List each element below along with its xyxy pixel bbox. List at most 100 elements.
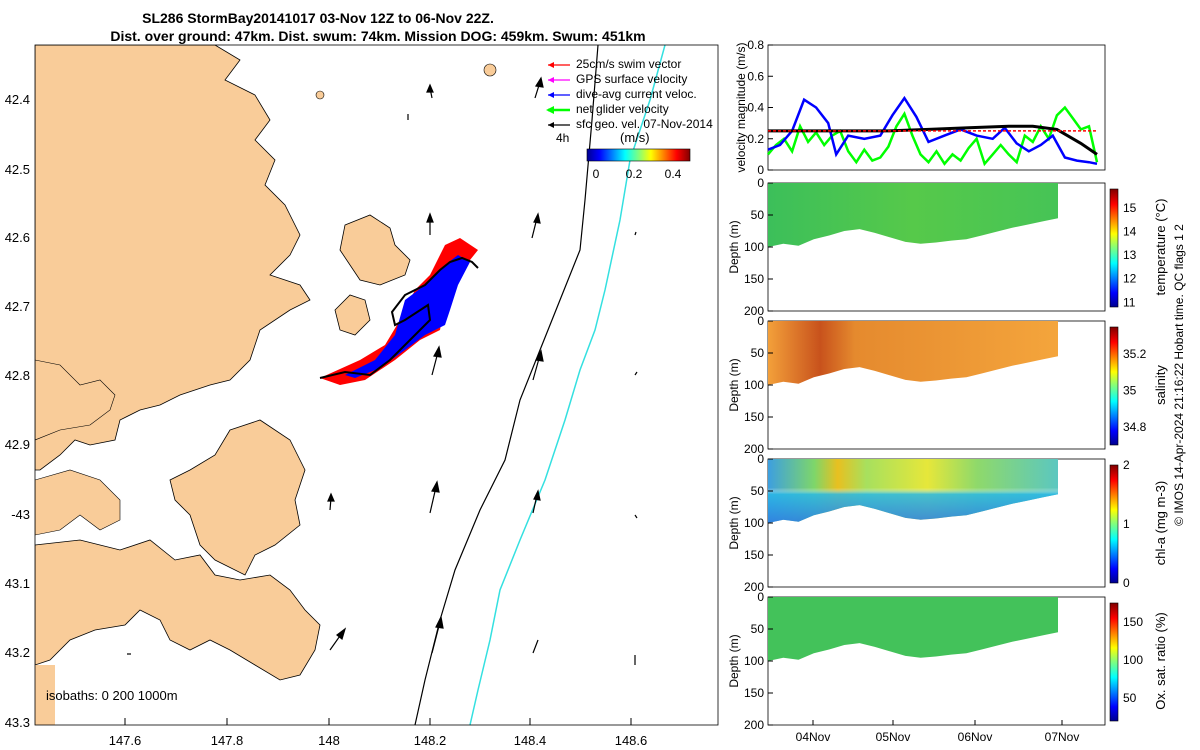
isobath-1000m xyxy=(469,44,666,726)
map-x-axis: 147.6 147.8 148 148.2 148.4 148.6 xyxy=(109,718,648,748)
map-frame xyxy=(34,44,719,726)
salinity-colorbar-label: salinity xyxy=(1153,365,1168,405)
temperature-colorbar-label: temperature (°C) xyxy=(1153,199,1168,296)
land-islet xyxy=(315,90,325,100)
legend-current-velocity: dive-avg current veloc. xyxy=(576,87,697,101)
net-track-line xyxy=(319,256,479,379)
temperature-colorbar xyxy=(1109,188,1119,308)
oxygen-colorbar-label: Ox. sat. ratio (%) xyxy=(1153,612,1168,710)
map-y-tick: 43.1 xyxy=(5,576,30,591)
land-mainland xyxy=(35,45,311,471)
map-colorbar-tick: 0.2 xyxy=(626,167,643,181)
temperature-y-tick: 100 xyxy=(744,240,764,254)
velocity-y-tick: 0.2 xyxy=(747,132,764,146)
temperature-colorbar-tick: 13 xyxy=(1123,248,1137,262)
track-map: 25cm/s swim vector GPS surface velocity … xyxy=(5,44,719,748)
map-x-tick: 148.2 xyxy=(414,733,447,748)
figure-title-line2: Dist. over ground: 47km. Dist. swum: 74k… xyxy=(110,28,645,44)
land-west-shore xyxy=(35,469,121,536)
map-y-tick: 42.6 xyxy=(5,230,30,245)
time-x-tick: 04Nov xyxy=(796,730,831,744)
map-x-tick: 148.6 xyxy=(615,733,648,748)
chl-a-y-tick: 100 xyxy=(744,516,764,530)
temperature-colorbar-tick: 15 xyxy=(1123,201,1137,215)
time-x-tick: 05Nov xyxy=(876,730,911,744)
map-y-tick: 42.4 xyxy=(5,92,30,107)
salinity-y-tick: 0 xyxy=(757,314,764,328)
geo-velocity-arrows xyxy=(127,76,638,665)
oxygen-colorbar-tick: 100 xyxy=(1123,653,1143,667)
temperature-y-label: Depth (m) xyxy=(727,220,741,273)
map-y-tick: -43 xyxy=(11,507,30,522)
temperature-colorbar-tick: 12 xyxy=(1123,272,1137,286)
map-x-tick: 148.4 xyxy=(514,733,547,748)
land-forestier-peninsula xyxy=(169,419,306,576)
chl-a-y-tick: 0 xyxy=(757,452,764,466)
oxygen-y-tick: 50 xyxy=(751,622,765,636)
map-x-tick: 148 xyxy=(318,733,340,748)
map-y-tick: 43.2 xyxy=(5,645,30,660)
chl-a-colorbar-tick: 2 xyxy=(1123,458,1130,472)
chl-a-colorbar-label: chl-a (mg m-3) xyxy=(1153,481,1168,566)
velocity-series-dive-avg-current-veloc- xyxy=(767,95,1098,166)
salinity-colorbar-tick: 35.2 xyxy=(1123,347,1147,361)
velocity-panel-frame xyxy=(767,44,1106,171)
chl-a-y-tick: 50 xyxy=(751,484,765,498)
map-colorbar-label: (m/s) xyxy=(620,130,650,145)
map-colorbar-tick: 0.4 xyxy=(665,167,682,181)
chl-a-y-tick: 150 xyxy=(744,548,764,562)
salinity-colorbar-tick: 34.8 xyxy=(1123,420,1147,434)
legend-swim-vector: 25cm/s swim vector xyxy=(576,57,681,71)
land-tasman-peninsula xyxy=(35,539,321,681)
chl-a-y-label: Depth (m) xyxy=(727,496,741,549)
legend-net-velocity: net glider velocity xyxy=(576,102,669,116)
land-peninsula-small xyxy=(35,359,116,441)
salinity-y-tick: 100 xyxy=(744,378,764,392)
legend-sfc-geo-velocity: sfc geo. vel. 07-Nov-2014 xyxy=(576,117,713,131)
salinity-colorbar-tick: 35 xyxy=(1123,384,1137,398)
chl-a-deep-layer xyxy=(768,459,1058,523)
velocity-y-tick: 0.4 xyxy=(747,101,764,115)
salinity-section xyxy=(768,321,1058,385)
map-y-tick: 43.3 xyxy=(5,715,30,730)
temperature-colorbar-tick: 11 xyxy=(1123,295,1136,309)
land-areas xyxy=(35,45,497,725)
map-x-tick: 147.6 xyxy=(109,733,142,748)
temperature-y-tick: 200 xyxy=(744,304,764,318)
map-x-tick: 147.8 xyxy=(211,733,244,748)
map-colorbar xyxy=(586,148,691,162)
map-y-axis: 42.4 42.5 42.6 42.7 42.8 42.9 -43 43.1 4… xyxy=(5,92,30,730)
salinity-y-tick: 150 xyxy=(744,410,764,424)
map-y-tick: 42.8 xyxy=(5,368,30,383)
velocity-y-tick: 0.8 xyxy=(747,38,764,52)
map-legend: 25cm/s swim vector GPS surface velocity … xyxy=(546,57,713,181)
velocity-y-tick: 0 xyxy=(757,163,764,177)
time-x-tick: 07Nov xyxy=(1045,730,1080,744)
legend-interval: 4h xyxy=(556,131,569,145)
figure-title-line1: SL286 StormBay20141017 03-Nov 12Z to 06-… xyxy=(142,10,494,26)
oxygen-y-label: Depth (m) xyxy=(727,634,741,687)
land-maria-island-north xyxy=(339,214,411,286)
chl-a-colorbar-tick: 0 xyxy=(1123,576,1130,590)
oxygen-y-tick: 100 xyxy=(744,654,764,668)
chl-a-colorbar xyxy=(1109,464,1119,584)
velocity-y-tick: 0.6 xyxy=(747,69,764,83)
temperature-y-tick: 0 xyxy=(757,176,764,190)
land-islet xyxy=(483,63,497,77)
map-y-tick: 42.9 xyxy=(5,437,30,452)
salinity-y-tick: 200 xyxy=(744,442,764,456)
legend-gps-velocity: GPS surface velocity xyxy=(576,72,687,86)
salinity-y-label: Depth (m) xyxy=(727,358,741,411)
oxygen-y-tick: 0 xyxy=(757,590,764,604)
land-maria-island-south xyxy=(334,294,371,336)
oxygen-y-tick: 150 xyxy=(744,686,764,700)
oxygen-colorbar xyxy=(1109,602,1119,722)
map-y-tick: 42.5 xyxy=(5,162,30,177)
temperature-colorbar-tick: 14 xyxy=(1123,224,1137,238)
isobaths-label: isobaths: 0 200 1000m xyxy=(46,688,178,703)
chl-a-colorbar-tick: 1 xyxy=(1123,517,1130,531)
current-vector-swath xyxy=(345,255,470,378)
temperature-section xyxy=(768,183,1058,247)
map-colorbar-tick: 0 xyxy=(593,167,600,181)
